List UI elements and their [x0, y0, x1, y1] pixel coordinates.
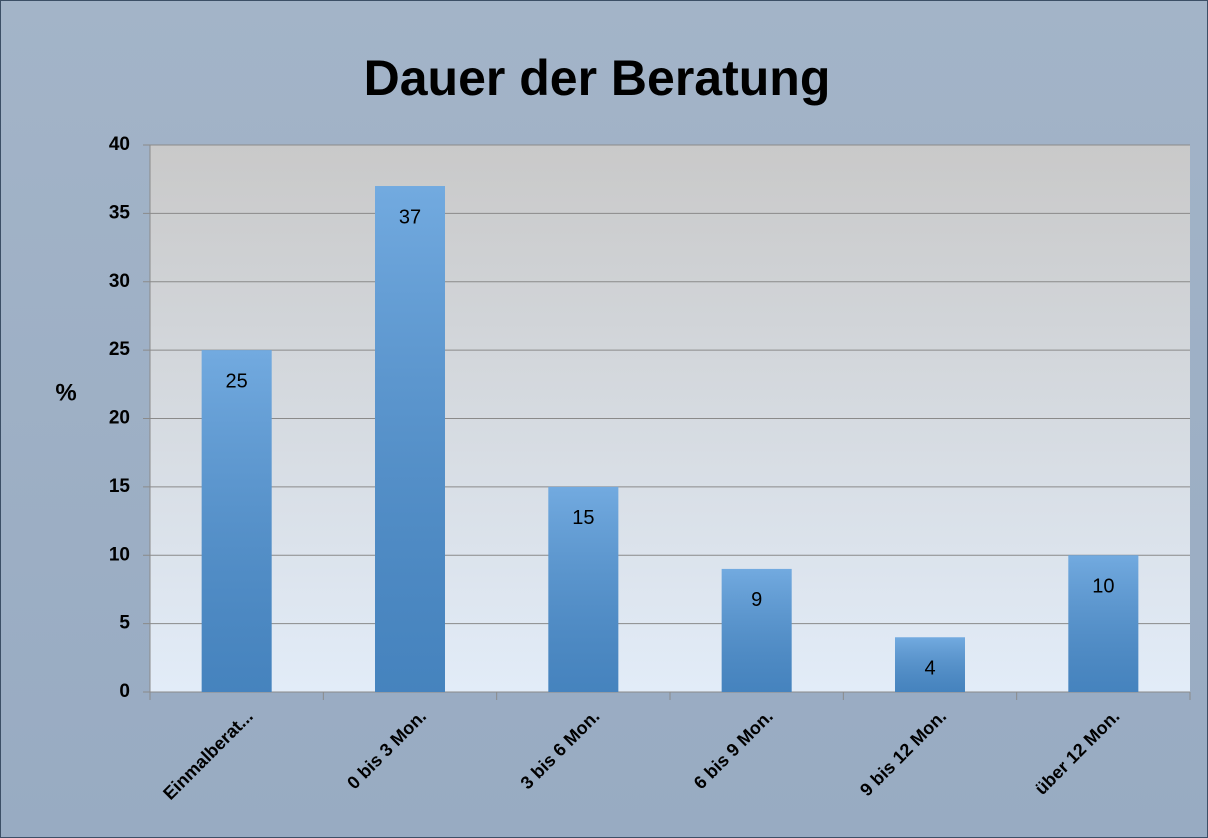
- y-tick-label: 10: [109, 544, 130, 565]
- bar-shine: [201, 350, 272, 692]
- bar-shine: [721, 568, 792, 692]
- data-label: 10: [1092, 576, 1114, 598]
- bar-shine: [375, 186, 445, 692]
- bar-shine: [548, 486, 619, 692]
- y-tick-label: 0: [119, 681, 130, 702]
- y-tick-label: 40: [109, 134, 130, 155]
- y-tick-label: 15: [109, 476, 131, 497]
- chart-title: Dauer der Beratung: [364, 50, 831, 106]
- y-tick-label: 35: [109, 202, 131, 223]
- data-label: 15: [572, 507, 594, 529]
- y-axis-label: %: [55, 379, 76, 406]
- y-tick-label: 5: [119, 613, 130, 634]
- y-tick-label: 25: [109, 339, 131, 360]
- y-tick-label: 30: [109, 271, 130, 292]
- data-label: 9: [751, 589, 762, 611]
- y-tick-label: 20: [109, 408, 130, 429]
- bar-shine: [895, 637, 965, 692]
- bar-shine: [1068, 555, 1139, 692]
- data-label: 25: [226, 370, 248, 392]
- data-label: 4: [924, 658, 935, 680]
- data-label: 37: [399, 206, 421, 228]
